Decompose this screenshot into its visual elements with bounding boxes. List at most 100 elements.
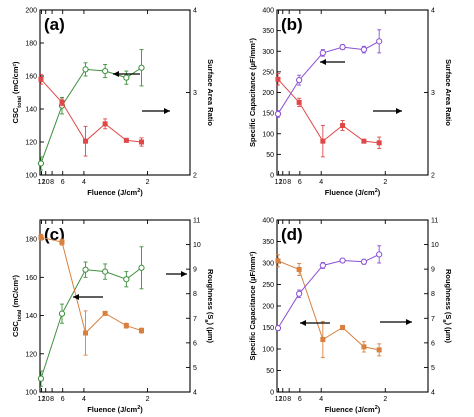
y-right-tick-label: 4 xyxy=(431,8,435,15)
axis-arrow-head xyxy=(300,320,306,326)
panel-label: (b) xyxy=(281,15,303,34)
y-left-tick-label: 160 xyxy=(25,74,37,81)
y-left-tick-label: 0 xyxy=(270,173,274,180)
series-line xyxy=(40,236,142,335)
data-point xyxy=(59,239,65,245)
x-axis-label: Fluence (J/cm2) xyxy=(325,405,381,414)
y-right-tick-label: 9 xyxy=(431,267,435,274)
y-right-axis-label: Roughness (Sa) (µm) xyxy=(203,269,215,344)
data-point xyxy=(38,76,44,82)
x-tick-label: 12 xyxy=(275,396,283,403)
y-left-tick-label: 140 xyxy=(25,313,37,320)
data-point xyxy=(296,290,303,297)
data-point xyxy=(123,74,130,81)
data-point xyxy=(59,99,65,105)
data-point xyxy=(275,258,281,264)
panel-label: (a) xyxy=(44,15,65,34)
x-tick-label: 8 xyxy=(287,179,291,186)
x-axis-label: Fluence (J/cm2) xyxy=(87,188,143,197)
y-right-tick-label: 4 xyxy=(193,8,197,15)
data-point xyxy=(376,347,382,353)
y-right-tick-label: 2 xyxy=(431,173,435,180)
x-tick-label: 10 xyxy=(279,396,287,403)
x-tick-label: 6 xyxy=(298,179,302,186)
data-point xyxy=(296,266,302,272)
x-tick-label: 4 xyxy=(319,396,323,403)
x-tick-label: 4 xyxy=(82,396,86,403)
y-right-tick-label: 3 xyxy=(431,90,435,97)
y-left-tick-label: 300 xyxy=(262,261,274,268)
series-line xyxy=(277,260,380,351)
x-tick-label: 2 xyxy=(383,179,387,186)
y-left-tick-label: 200 xyxy=(25,8,37,15)
data-point xyxy=(83,138,89,144)
y-left-tick-label: 50 xyxy=(266,152,274,159)
x-tick-label: 2 xyxy=(146,396,150,403)
x-tick-label: 12 xyxy=(275,179,283,186)
y-left-tick-label: 400 xyxy=(262,8,274,15)
y-left-tick-label: 150 xyxy=(262,325,274,332)
data-point xyxy=(340,123,346,129)
y-left-tick-label: 400 xyxy=(262,218,274,225)
x-tick-label: 2 xyxy=(383,396,387,403)
axis-arrow-head xyxy=(320,59,326,65)
y-left-axis-label: CSCtotal (mC/cm²) xyxy=(11,274,23,337)
data-point xyxy=(38,234,44,240)
y-right-tick-label: 9 xyxy=(193,267,197,274)
data-point xyxy=(123,137,129,143)
y-left-axis-label: CSCtotal (mC/cm²) xyxy=(11,61,23,124)
y-left-tick-label: 0 xyxy=(270,390,274,397)
y-right-tick-label: 8 xyxy=(193,291,197,298)
data-point xyxy=(320,138,326,144)
y-right-tick-label: 11 xyxy=(193,218,200,225)
series-line xyxy=(40,78,142,143)
y-left-tick-label: 50 xyxy=(266,368,274,375)
series-line xyxy=(40,267,142,379)
y-left-tick-label: 250 xyxy=(262,69,274,76)
y-left-tick-label: 120 xyxy=(25,351,37,358)
y-right-tick-label: 8 xyxy=(431,291,435,298)
y-left-tick-label: 180 xyxy=(25,41,37,48)
y-right-tick-label: 2 xyxy=(193,173,197,180)
plot-frame xyxy=(276,219,429,393)
x-tick-label: 6 xyxy=(61,179,65,186)
y-left-tick-label: 250 xyxy=(262,282,274,289)
y-right-tick-label: 4 xyxy=(193,390,197,397)
y-left-tick-label: 180 xyxy=(25,237,37,244)
y-left-tick-label: 150 xyxy=(262,111,274,118)
y-right-tick-label: 6 xyxy=(431,340,435,347)
data-point xyxy=(274,110,282,118)
data-point xyxy=(319,262,326,269)
data-point xyxy=(361,138,367,144)
data-point xyxy=(102,67,109,75)
y-right-tick-label: 7 xyxy=(193,316,197,323)
y-left-tick-label: 140 xyxy=(25,107,37,114)
y-left-axis-label: Specific Capacitance (µF/mm²) xyxy=(248,38,257,147)
y-right-tick-label: 6 xyxy=(193,340,197,347)
y-right-tick-label: 10 xyxy=(431,242,439,249)
y-left-tick-label: 160 xyxy=(25,275,37,282)
y-right-axis-label: Roughness (Sa) (µm) xyxy=(441,269,453,344)
y-right-tick-label: 5 xyxy=(193,365,197,372)
series-line xyxy=(277,253,380,329)
data-point xyxy=(320,337,326,343)
y-left-axis-label: Specific Capacitance (µF/mm²) xyxy=(248,251,257,360)
data-point xyxy=(138,264,145,271)
data-point xyxy=(274,325,282,332)
y-right-tick-label: 3 xyxy=(193,90,197,97)
y-left-tick-label: 100 xyxy=(262,347,274,354)
data-point xyxy=(275,76,281,82)
x-tick-label: 10 xyxy=(42,179,50,186)
data-point xyxy=(58,310,66,317)
y-right-axis-label: Surface Area Ratio xyxy=(444,59,453,126)
series-line xyxy=(277,78,380,144)
x-axis-label: Fluence (J/cm2) xyxy=(325,188,381,197)
data-point xyxy=(340,324,346,330)
x-tick-label: 10 xyxy=(42,396,50,403)
x-tick-label: 8 xyxy=(50,179,54,186)
y-left-tick-label: 100 xyxy=(25,390,37,397)
y-left-tick-label: 200 xyxy=(262,304,274,311)
